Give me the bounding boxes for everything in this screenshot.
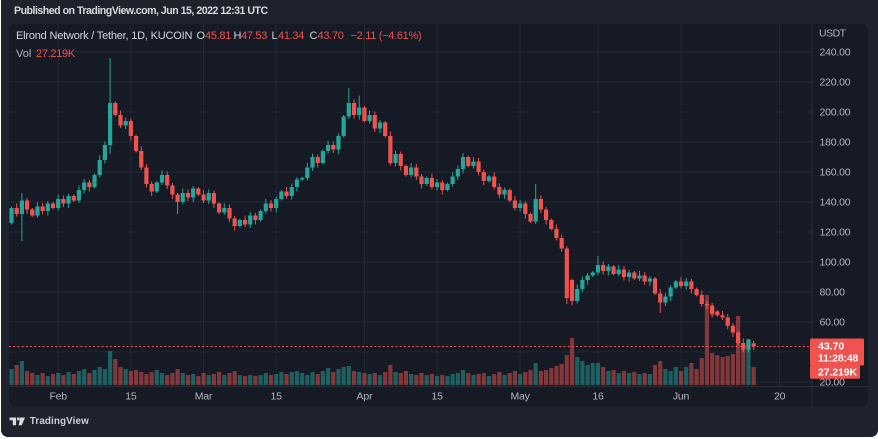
svg-text:220.00: 220.00	[820, 77, 851, 89]
svg-text:100.00: 100.00	[820, 257, 851, 269]
svg-text:240.00: 240.00	[820, 47, 851, 59]
svg-text:Mar: Mar	[195, 391, 213, 403]
svg-text:120.00: 120.00	[820, 227, 851, 239]
svg-text:180.00: 180.00	[820, 137, 851, 149]
svg-text:20: 20	[774, 391, 786, 403]
svg-text:200.00: 200.00	[820, 107, 851, 119]
svg-text:15: 15	[271, 391, 283, 403]
svg-text:11:28:48: 11:28:48	[818, 352, 859, 364]
svg-text:Feb: Feb	[49, 391, 67, 403]
svg-text:Jun: Jun	[673, 391, 690, 403]
svg-text:16: 16	[592, 391, 604, 403]
svg-text:15: 15	[431, 391, 443, 403]
svg-text:May: May	[510, 391, 530, 403]
svg-text:140.00: 140.00	[820, 197, 851, 209]
svg-text:20.00: 20.00	[820, 377, 846, 389]
svg-text:27.219K: 27.219K	[818, 367, 858, 379]
svg-text:80.00: 80.00	[820, 287, 846, 299]
svg-text:Apr: Apr	[357, 391, 373, 403]
svg-text:43.70: 43.70	[818, 341, 844, 353]
svg-text:15: 15	[125, 391, 137, 403]
svg-text:USDT: USDT	[819, 28, 847, 40]
svg-text:160.00: 160.00	[820, 167, 851, 179]
svg-text:60.00: 60.00	[820, 317, 846, 329]
